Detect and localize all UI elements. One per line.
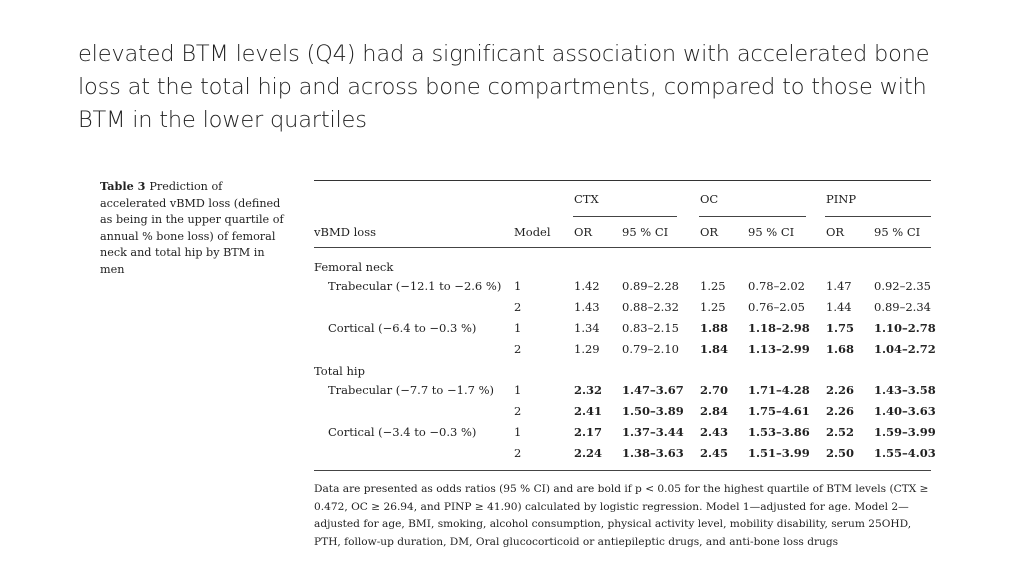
slide-title: elevated BTM levels (Q4) had a significa…: [78, 41, 930, 133]
cell-ctx-ci: 0.83–2.15: [622, 321, 679, 335]
cell-oc-or: 1.25: [700, 300, 726, 314]
cell-pinp-or: 1.47: [826, 279, 852, 293]
cell-ctx-or: 2.24: [574, 446, 603, 460]
cell-pinp-ci: 1.04–2.72: [874, 342, 936, 356]
cell-oc-or: 2.45: [700, 446, 729, 460]
cell-pinp-ci: 1.55–4.03: [874, 446, 936, 460]
cell-oc-ci: 1.53–3.86: [748, 425, 810, 439]
cell-ctx-ci: 1.50–3.89: [622, 404, 684, 418]
cell-oc-or: 2.84: [700, 404, 729, 418]
col-header-pinp-ci: 95 % CI: [874, 225, 921, 239]
cell-pinp-or: 1.44: [826, 300, 852, 314]
cell-pinp-or: 2.26: [826, 383, 855, 397]
cell-oc-or: 2.70: [700, 383, 729, 397]
col-header-model: Model: [514, 225, 551, 239]
row-model: 2: [514, 404, 522, 418]
row-model: 2: [514, 342, 522, 356]
cell-pinp-or: 1.75: [826, 321, 855, 335]
cell-oc-ci: 0.78–2.02: [748, 279, 805, 293]
col-header-oc-ci: 95 % CI: [748, 225, 795, 239]
group-header-oc: OC: [700, 192, 719, 206]
cell-ctx-ci: 1.47–3.67: [622, 383, 684, 397]
cell-ctx-ci: 0.88–2.32: [622, 300, 679, 314]
cell-oc-or: 2.43: [700, 425, 729, 439]
col-header-ctx-or: OR: [574, 225, 593, 239]
cell-ctx-ci: 1.38–3.63: [622, 446, 684, 460]
section-total-hip: Total hip: [314, 364, 365, 378]
col-header-ctx-ci: 95 % CI: [622, 225, 669, 239]
table-top-rule: [314, 180, 931, 181]
cell-oc-ci: 1.75–4.61: [748, 404, 810, 418]
cell-ctx-ci: 0.89–2.28: [622, 279, 679, 293]
cell-oc-ci: 0.76–2.05: [748, 300, 805, 314]
table-bottom-rule: [314, 470, 931, 471]
row-model: 1: [514, 321, 522, 335]
cell-pinp-or: 2.52: [826, 425, 855, 439]
data-table: CTX OC PINP vBMD loss Model OR 95 % CI O…: [314, 180, 936, 471]
cell-pinp-or: 1.68: [826, 342, 855, 356]
cell-ctx-or: 1.43: [574, 300, 600, 314]
cell-pinp-ci: 1.40–3.63: [874, 404, 936, 418]
cell-pinp-ci: 1.59–3.99: [874, 425, 936, 439]
cell-ctx-or: 2.32: [574, 383, 603, 397]
row-model: 2: [514, 446, 522, 460]
group-rule-oc: [699, 216, 806, 217]
cell-ctx-or: 2.17: [574, 425, 603, 439]
cell-pinp-ci: 0.92–2.35: [874, 279, 931, 293]
group-rule-pinp: [825, 216, 931, 217]
group-rule-ctx: [573, 216, 677, 217]
row-model: 2: [514, 300, 522, 314]
cell-pinp-or: 2.50: [826, 446, 855, 460]
cell-ctx-ci: 0.79–2.10: [622, 342, 679, 356]
cell-pinp-ci: 0.89–2.34: [874, 300, 931, 314]
table-caption-label: Table 3: [100, 179, 146, 193]
row-label: Trabecular (−12.1 to −2.6 %): [328, 279, 502, 293]
cell-ctx-or: 1.29: [574, 342, 600, 356]
table-header-rule: [314, 247, 931, 248]
col-header-vbmd-loss: vBMD loss: [314, 225, 377, 239]
row-label: Cortical (−6.4 to −0.3 %): [328, 321, 477, 335]
row-model: 1: [514, 383, 522, 397]
cell-oc-ci: 1.18–2.98: [748, 321, 810, 335]
cell-ctx-ci: 1.37–3.44: [622, 425, 684, 439]
col-header-pinp-or: OR: [826, 225, 845, 239]
cell-ctx-or: 2.41: [574, 404, 603, 418]
cell-pinp-ci: 1.43–3.58: [874, 383, 936, 397]
cell-oc-ci: 1.71–4.28: [748, 383, 810, 397]
table-caption: Table 3 Prediction of accelerated vBMD lo…: [100, 178, 292, 279]
table-caption-text: Prediction of accelerated vBMD loss (def…: [100, 180, 284, 276]
cell-pinp-ci: 1.10–2.78: [874, 321, 936, 335]
group-header-pinp: PINP: [826, 192, 857, 206]
col-header-oc-or: OR: [700, 225, 719, 239]
row-model: 1: [514, 279, 522, 293]
cell-oc-ci: 1.51–3.99: [748, 446, 810, 460]
cell-ctx-or: 1.42: [574, 279, 600, 293]
cell-ctx-or: 1.34: [574, 321, 600, 335]
row-label: Cortical (−3.4 to −0.3 %): [328, 425, 477, 439]
cell-oc-ci: 1.13–2.99: [748, 342, 810, 356]
table-footnote: Data are presented as odds ratios (95 % …: [314, 483, 929, 548]
cell-oc-or: 1.84: [700, 342, 729, 356]
cell-oc-or: 1.25: [700, 279, 726, 293]
cell-oc-or: 1.88: [700, 321, 729, 335]
row-label: Trabecular (−7.7 to −1.7 %): [328, 383, 494, 397]
section-femoral-neck: Femoral neck: [314, 260, 394, 274]
group-header-ctx: CTX: [574, 192, 599, 206]
row-model: 1: [514, 425, 522, 439]
cell-pinp-or: 2.26: [826, 404, 855, 418]
